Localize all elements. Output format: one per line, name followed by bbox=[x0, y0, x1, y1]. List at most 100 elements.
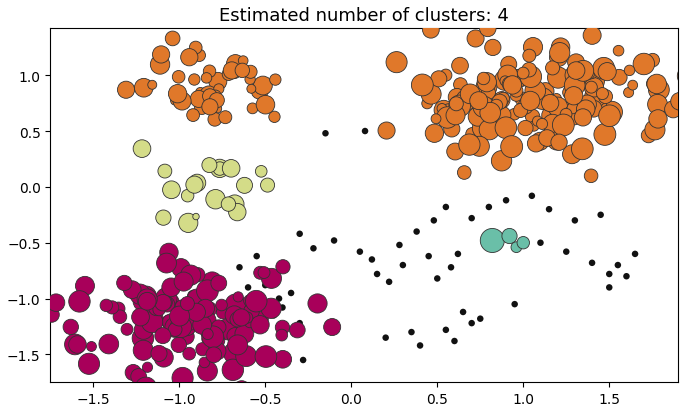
Point bbox=[251, 298, 262, 305]
Point bbox=[244, 298, 255, 304]
Point bbox=[540, 89, 551, 95]
Point bbox=[428, 218, 439, 224]
Point bbox=[432, 275, 443, 282]
Point bbox=[425, 27, 436, 34]
Point bbox=[417, 83, 428, 89]
Point bbox=[260, 273, 271, 280]
Point bbox=[233, 294, 244, 300]
Point bbox=[484, 127, 495, 134]
Point bbox=[668, 107, 679, 113]
Point bbox=[456, 101, 466, 108]
Point bbox=[443, 110, 454, 116]
Point bbox=[175, 265, 186, 271]
Point bbox=[623, 90, 634, 97]
Point bbox=[226, 68, 237, 75]
Point bbox=[434, 76, 445, 83]
Point bbox=[277, 324, 288, 331]
Point bbox=[234, 264, 245, 271]
Point bbox=[277, 304, 288, 311]
Point bbox=[158, 300, 169, 306]
Point bbox=[207, 279, 218, 285]
Point bbox=[549, 73, 560, 79]
Point bbox=[542, 135, 553, 142]
Point bbox=[487, 237, 498, 244]
Point bbox=[624, 68, 635, 74]
Point bbox=[137, 299, 148, 305]
Point bbox=[134, 291, 145, 298]
Point bbox=[630, 251, 640, 258]
Point bbox=[161, 295, 172, 302]
Point bbox=[210, 117, 221, 123]
Point bbox=[452, 251, 463, 258]
Point bbox=[600, 94, 611, 101]
Point bbox=[327, 324, 338, 330]
Point bbox=[571, 73, 582, 79]
Point bbox=[236, 386, 247, 393]
Point bbox=[266, 305, 277, 312]
Point bbox=[478, 104, 489, 111]
Point bbox=[182, 324, 192, 330]
Point bbox=[212, 348, 223, 354]
Point bbox=[163, 319, 174, 325]
Point bbox=[406, 329, 417, 336]
Point bbox=[72, 342, 83, 348]
Point bbox=[213, 86, 224, 93]
Point bbox=[242, 315, 253, 321]
Point bbox=[312, 307, 323, 313]
Point bbox=[535, 240, 546, 247]
Point bbox=[198, 325, 209, 331]
Point bbox=[571, 60, 582, 66]
Point bbox=[230, 61, 241, 68]
Point bbox=[482, 80, 493, 86]
Point bbox=[442, 115, 453, 121]
Point bbox=[511, 88, 522, 95]
Point bbox=[507, 83, 518, 89]
Point bbox=[223, 326, 234, 333]
Point bbox=[308, 245, 319, 252]
Point bbox=[496, 100, 507, 107]
Point bbox=[147, 319, 158, 325]
Point bbox=[380, 335, 391, 341]
Point bbox=[536, 121, 547, 128]
Point bbox=[604, 113, 615, 120]
Point bbox=[165, 319, 176, 326]
Point bbox=[260, 102, 271, 109]
Point bbox=[172, 320, 183, 326]
Point bbox=[520, 126, 531, 132]
Point bbox=[492, 231, 503, 237]
Point bbox=[173, 74, 184, 81]
Point bbox=[186, 316, 197, 323]
Point bbox=[627, 83, 638, 89]
Point bbox=[210, 93, 221, 100]
Point bbox=[202, 331, 213, 337]
Point bbox=[127, 287, 138, 293]
Point bbox=[262, 183, 273, 189]
Point bbox=[232, 342, 243, 348]
Point bbox=[450, 113, 461, 119]
Point bbox=[185, 272, 196, 279]
Point bbox=[174, 313, 185, 320]
Point bbox=[381, 128, 392, 135]
Point bbox=[208, 334, 219, 340]
Point bbox=[501, 125, 512, 132]
Point bbox=[114, 313, 125, 320]
Point bbox=[192, 272, 203, 278]
Point bbox=[530, 88, 540, 95]
Point bbox=[535, 139, 546, 145]
Point bbox=[621, 273, 632, 280]
Point bbox=[422, 101, 433, 107]
Point bbox=[586, 71, 597, 78]
Point bbox=[225, 166, 236, 172]
Point bbox=[239, 331, 250, 337]
Point bbox=[142, 364, 153, 371]
Point bbox=[127, 369, 138, 376]
Point bbox=[682, 74, 685, 80]
Point bbox=[175, 324, 186, 330]
Point bbox=[497, 113, 508, 119]
Point bbox=[239, 183, 250, 189]
Point bbox=[440, 327, 451, 333]
Point bbox=[197, 288, 208, 295]
Point bbox=[590, 94, 601, 101]
Point bbox=[478, 76, 489, 83]
Point bbox=[212, 79, 223, 85]
